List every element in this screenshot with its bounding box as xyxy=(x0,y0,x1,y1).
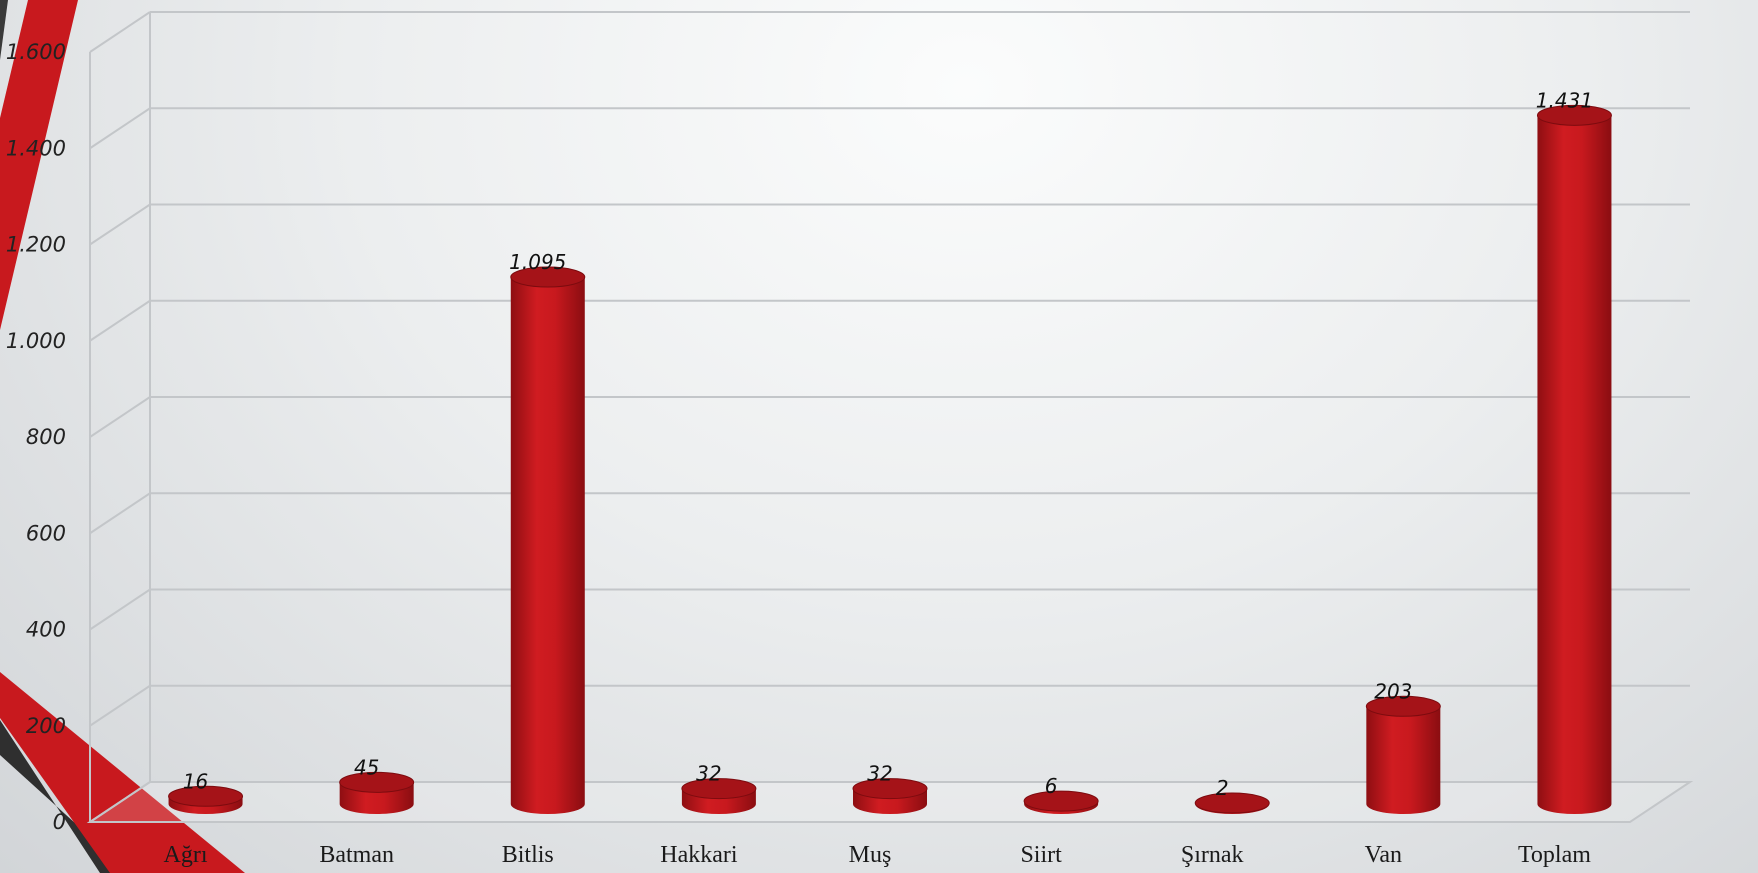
bar-body xyxy=(1537,115,1612,815)
gridline-wall-8 xyxy=(89,11,151,53)
data-labels: 16 45 1.095 32 32 6 2 203 1.431 xyxy=(183,88,1593,800)
bar-1 xyxy=(339,771,415,814)
data-label: 45 xyxy=(354,755,379,779)
y-tick-label: 1.200 xyxy=(6,233,66,257)
y-tick-label: 1.000 xyxy=(6,329,66,353)
x-tick-label: Ağrı xyxy=(164,842,208,868)
data-label: 203 xyxy=(1374,679,1412,703)
bars xyxy=(168,104,1612,815)
x-tick-label: Bitlis xyxy=(502,842,554,868)
bar-top xyxy=(681,778,757,800)
data-label: 1.095 xyxy=(509,250,566,274)
x-tick-label: Hakkari xyxy=(660,842,738,868)
bar-top xyxy=(1194,792,1270,814)
x-tick-label: Batman xyxy=(319,842,394,868)
gridline-wall-7 xyxy=(89,107,151,150)
top-dark-stripe xyxy=(0,0,8,60)
x-tick-label: Siirt xyxy=(1020,842,1062,868)
bar-3 xyxy=(681,778,757,814)
gridline-wall-6 xyxy=(89,203,151,246)
top-red-stripe xyxy=(0,0,78,330)
bar-top xyxy=(1023,790,1099,812)
bar-top xyxy=(339,771,415,793)
bar-top xyxy=(1365,695,1441,717)
bar-4 xyxy=(852,778,928,814)
gridline-wall-4 xyxy=(89,396,151,438)
bar-top xyxy=(1536,104,1612,126)
data-label: 1.431 xyxy=(1536,88,1593,112)
x-axis: Ağrı Batman Bitlis Hakkari Muş Siirt Şırnak Van… xyxy=(164,842,1592,868)
data-label: 2 xyxy=(1216,776,1229,800)
data-label: 32 xyxy=(696,762,721,786)
bar-body xyxy=(1366,706,1441,814)
plot-area: 0 200 400 600 800 1.000 1.200 1.400 1.600 Ağrı Ba… xyxy=(6,11,1694,868)
x-tick-label: Şırnak xyxy=(1181,842,1244,868)
y-tick-label: 800 xyxy=(26,425,66,449)
y-tick-label: 0 xyxy=(53,810,66,834)
bar-body xyxy=(510,277,585,814)
data-label: 6 xyxy=(1045,774,1058,798)
bar-top xyxy=(852,778,928,800)
bar-top xyxy=(168,785,244,807)
gridline-wall-2 xyxy=(89,588,151,631)
y-tick-label: 1.600 xyxy=(6,40,66,64)
y-axis: 0 200 400 600 800 1.000 1.200 1.400 1.600 xyxy=(6,40,66,834)
y-tick-label: 1.400 xyxy=(6,136,66,160)
bar-5 xyxy=(1023,790,1099,814)
gridline-wall-5 xyxy=(89,299,151,342)
bar-2 xyxy=(510,266,586,814)
bar-0 xyxy=(168,785,244,814)
x-tick-label: Muş xyxy=(849,842,892,868)
bar-8 xyxy=(1536,104,1612,815)
bar-top xyxy=(510,266,586,288)
gridlines xyxy=(89,11,1690,823)
x-tick-label: Van xyxy=(1365,842,1402,868)
gridline-wall-1 xyxy=(89,684,151,727)
y-tick-label: 200 xyxy=(26,714,66,738)
bar-6 xyxy=(1194,792,1270,814)
y-tick-label: 400 xyxy=(26,618,66,642)
x-tick-label: Toplam xyxy=(1518,842,1591,868)
data-label: 16 xyxy=(183,769,208,793)
y-tick-label: 600 xyxy=(26,521,66,545)
data-label: 32 xyxy=(867,762,892,786)
gridline-wall-3 xyxy=(89,492,151,535)
bar-7 xyxy=(1365,695,1441,814)
